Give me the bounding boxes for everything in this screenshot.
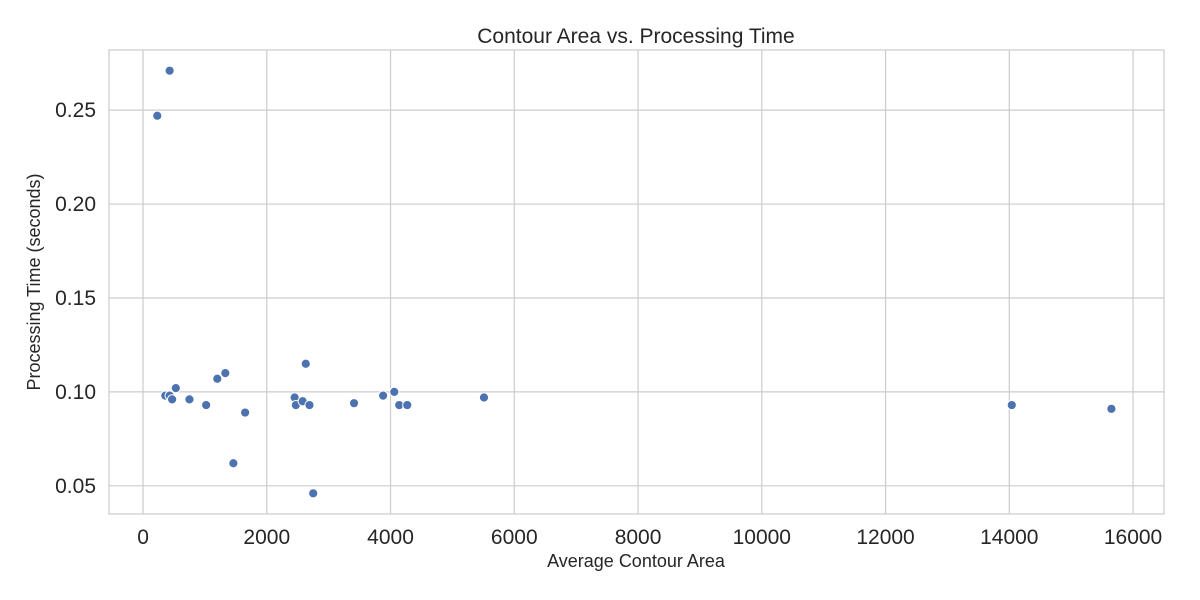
scatter-point [170,383,181,394]
x-tick-label: 10000 [733,526,791,549]
scatter-point [167,394,178,405]
grid-lines [109,50,1164,514]
chart-title: Contour Area vs. Processing Time [477,25,794,48]
scatter-point [308,488,319,499]
x-tick-label: 14000 [980,526,1038,549]
scatter-point [478,392,490,403]
x-axis-label: Average Contour Area [547,551,726,571]
y-tick-label: 0.20 [55,193,96,216]
scatter-point [304,399,315,411]
scatter-point [240,407,251,418]
x-tick-labels: 0 2000 4000 6000 8000 10000 12000 14000 16000 [137,526,1162,549]
y-tick-labels: 0.05 0.10 0.15 0.20 0.25 [55,99,96,498]
data-points [152,65,1117,499]
x-tick-label: 8000 [615,526,662,549]
scatter-point [402,399,413,411]
scatter-point [220,368,231,379]
scatter-point [1006,399,1017,411]
scatter-point [348,398,360,409]
x-tick-label: 6000 [491,526,538,549]
scatter-point [228,458,239,469]
y-tick-label: 0.05 [55,475,96,498]
scatter-point [300,358,311,369]
plot-frame [108,49,1165,515]
y-tick-label: 0.25 [55,99,96,122]
scatter-point [1106,403,1117,414]
scatter-point [212,373,223,384]
x-tick-label: 4000 [367,526,414,549]
x-tick-label: 16000 [1104,526,1162,549]
scatter-point [184,394,195,405]
y-tick-label: 0.10 [55,381,96,404]
y-tick-label: 0.15 [55,287,96,310]
scatter-point [152,110,163,121]
scatter-point [164,65,175,76]
x-tick-label: 2000 [243,526,290,549]
x-tick-label: 12000 [856,526,914,549]
y-axis-label: Processing Time (seconds) [24,173,44,390]
scatter-point [201,399,212,411]
x-tick-label: 0 [137,526,149,549]
scatter-point [389,386,400,397]
scatter-point [378,390,389,401]
